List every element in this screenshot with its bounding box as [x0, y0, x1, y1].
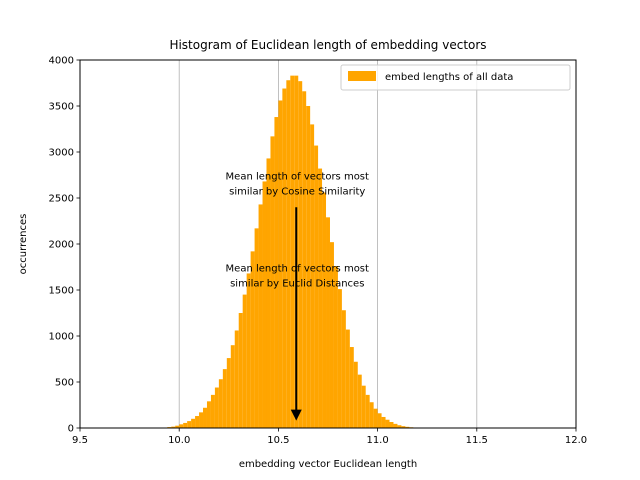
histogram-bar: [405, 426, 410, 428]
annotation-cosine-line2: similar by Cosine Similarity: [229, 186, 365, 197]
histogram-bar: [266, 158, 271, 428]
y-tick-label: 2500: [49, 194, 74, 205]
y-axis-label: occurrences: [18, 214, 29, 275]
histogram-bar: [210, 394, 215, 428]
histogram-bar: [393, 423, 398, 428]
histogram-bar: [377, 413, 382, 428]
histogram-bar: [341, 310, 346, 428]
histogram-bar: [357, 374, 362, 428]
y-tick-label: 3000: [49, 148, 74, 159]
histogram-bar: [226, 358, 231, 428]
histogram-bar: [206, 401, 211, 428]
histogram-bar: [270, 136, 275, 429]
annotation-cosine: Mean length of vectors most similar by C…: [226, 171, 369, 197]
histogram-bar: [199, 412, 204, 428]
histogram-bar: [389, 422, 394, 428]
histogram-bar: [326, 217, 330, 428]
histogram-bar: [333, 266, 338, 428]
histogram-bar: [397, 425, 402, 428]
histogram-bar: [250, 251, 255, 428]
x-tick-label: 11.0: [366, 435, 388, 446]
histogram-bar: [314, 145, 319, 428]
histogram-bar: [246, 273, 251, 428]
histogram-bar: [234, 330, 239, 428]
histogram-bar: [183, 422, 188, 428]
x-tick-label: 12.0: [565, 435, 587, 446]
histogram-bar: [286, 80, 291, 429]
y-tick-label: 500: [55, 378, 74, 389]
histogram-bar: [262, 181, 267, 428]
x-tick-label: 9.5: [72, 435, 88, 446]
histogram-bar: [365, 394, 370, 428]
arrow-head: [290, 409, 302, 421]
legend: embed lengths of all data: [340, 64, 571, 91]
histogram-bar: [361, 385, 366, 428]
y-tick-label: 1500: [49, 286, 74, 297]
histogram-bar: [302, 91, 307, 428]
histogram-bar: [381, 416, 386, 428]
y-tick-label: 0: [68, 424, 74, 435]
histogram-bar: [230, 345, 235, 428]
histogram-bar: [203, 407, 207, 428]
histogram-bar: [290, 75, 295, 428]
histogram-bar: [238, 313, 243, 428]
annotation-euclid-line1: Mean length of vectors most: [226, 263, 369, 274]
histogram-bar: [187, 421, 192, 428]
histogram-bar: [175, 425, 180, 428]
histogram-bar: [310, 124, 315, 429]
legend-label: embed lengths of all data: [385, 72, 513, 83]
x-tick-label: 10.0: [168, 435, 190, 446]
histogram-bar: [385, 419, 390, 428]
x-axis-ticks: 9.5 10.0 10.5 11.0 11.5 12.0: [72, 428, 587, 446]
histogram-bars: [163, 75, 477, 429]
histogram-bar: [191, 418, 196, 428]
y-tick-label: 3500: [49, 102, 74, 113]
histogram-bar: [373, 408, 378, 428]
histogram-bar: [353, 361, 358, 428]
histogram-bar: [179, 424, 184, 428]
legend-box: [340, 64, 571, 91]
histogram-bar: [329, 242, 334, 428]
histogram-bar: [171, 426, 176, 428]
x-axis-label: embedding vector Euclidean length: [239, 459, 417, 470]
histogram-bar: [401, 426, 406, 428]
histogram-bar: [349, 347, 354, 428]
histogram-bar: [298, 81, 303, 428]
histogram-bar: [218, 379, 223, 428]
y-axis-ticks: 0 500 1000 1500 2000 2500 3000 3500 4000: [49, 56, 80, 435]
x-tick-label: 11.5: [466, 435, 488, 446]
histogram-bar: [274, 117, 279, 428]
chart-title: Histogram of Euclidean length of embeddi…: [169, 38, 486, 52]
histogram-bar: [345, 329, 350, 428]
histogram-bar: [258, 204, 263, 428]
histogram-bar: [306, 106, 311, 428]
annotation-arrow: [290, 207, 302, 421]
histogram-bar: [242, 294, 247, 428]
x-tick-label: 10.5: [267, 435, 289, 446]
histogram-bar: [318, 168, 323, 428]
histogram-bar: [254, 228, 259, 428]
y-tick-label: 4000: [49, 56, 74, 67]
histogram-bar: [369, 402, 374, 428]
annotation-cosine-line1: Mean length of vectors most: [226, 171, 369, 182]
histogram-bar: [337, 289, 342, 428]
histogram-bar: [195, 416, 200, 428]
y-tick-label: 2000: [49, 240, 74, 251]
legend-swatch: [348, 71, 376, 81]
histogram-bar: [214, 387, 219, 428]
y-tick-label: 1000: [49, 332, 74, 343]
histogram-bar: [322, 192, 327, 428]
histogram-bar: [222, 369, 227, 428]
histogram-bar: [278, 100, 283, 428]
histogram-bar: [282, 88, 287, 429]
